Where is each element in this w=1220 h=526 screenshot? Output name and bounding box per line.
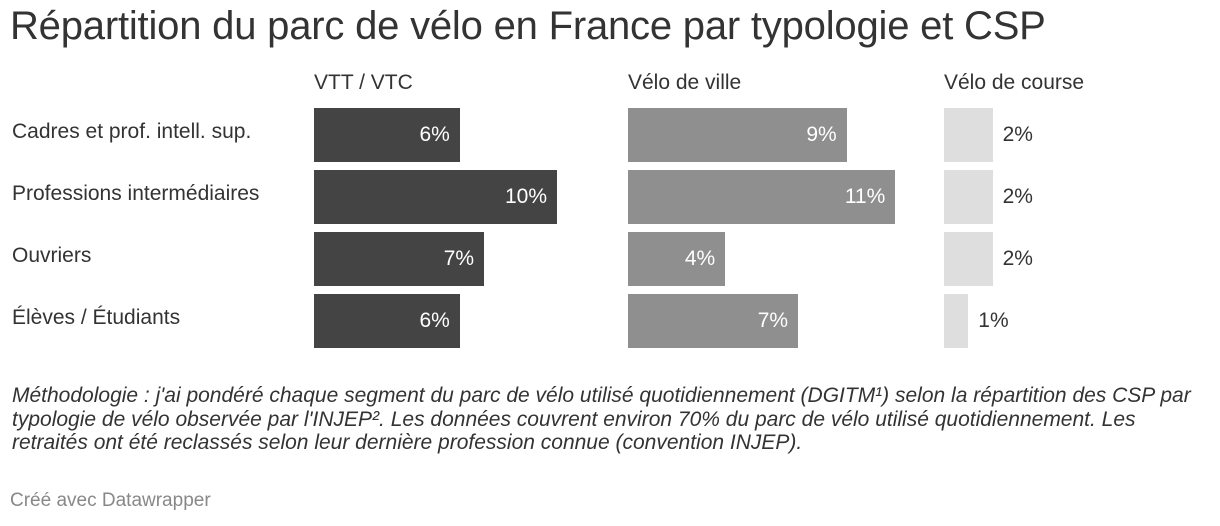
bar-value-label: 9% <box>806 123 837 146</box>
bar <box>944 232 993 286</box>
bar-value-label: 2% <box>1002 123 1033 146</box>
bar-value-label: 6% <box>419 309 450 332</box>
bar <box>314 232 485 286</box>
row-label: Ouvriers <box>12 244 92 267</box>
bar <box>628 108 847 162</box>
bar-value-label: 11% <box>844 185 886 208</box>
series-header: Vélo de ville <box>628 71 742 94</box>
bar <box>944 294 969 348</box>
bar <box>314 294 460 348</box>
bar <box>628 232 726 286</box>
row-label: Cadres et prof. intell. sup. <box>12 120 252 143</box>
bar-value-label: 10% <box>504 185 547 208</box>
series-header: VTT / VTC <box>314 71 413 94</box>
methodology-note: Méthodologie : j'ai pondéré chaque segme… <box>12 384 1191 454</box>
bar-value-label: 7% <box>757 309 789 332</box>
row-label: Élèves / Étudiants <box>12 306 181 329</box>
bar <box>314 108 460 162</box>
bar-value-label: 4% <box>684 247 716 270</box>
bar-value-label: 2% <box>1002 185 1033 208</box>
bar <box>314 170 557 224</box>
row-label: Professions intermédiaires <box>12 182 260 205</box>
bar-value-label: 7% <box>443 247 475 270</box>
bar <box>944 170 993 224</box>
bar <box>944 108 993 162</box>
bar <box>628 170 896 224</box>
series-header: Vélo de course <box>944 71 1085 94</box>
bar <box>628 294 799 348</box>
bar-value-label: 1% <box>978 309 1009 332</box>
bar-value-label: 6% <box>419 123 450 146</box>
chart-title: Répartition du parc de vélo en France pa… <box>10 4 1046 48</box>
bar-value-label: 2% <box>1002 247 1033 270</box>
datawrapper-credit: Créé avec Datawrapper <box>10 490 211 511</box>
